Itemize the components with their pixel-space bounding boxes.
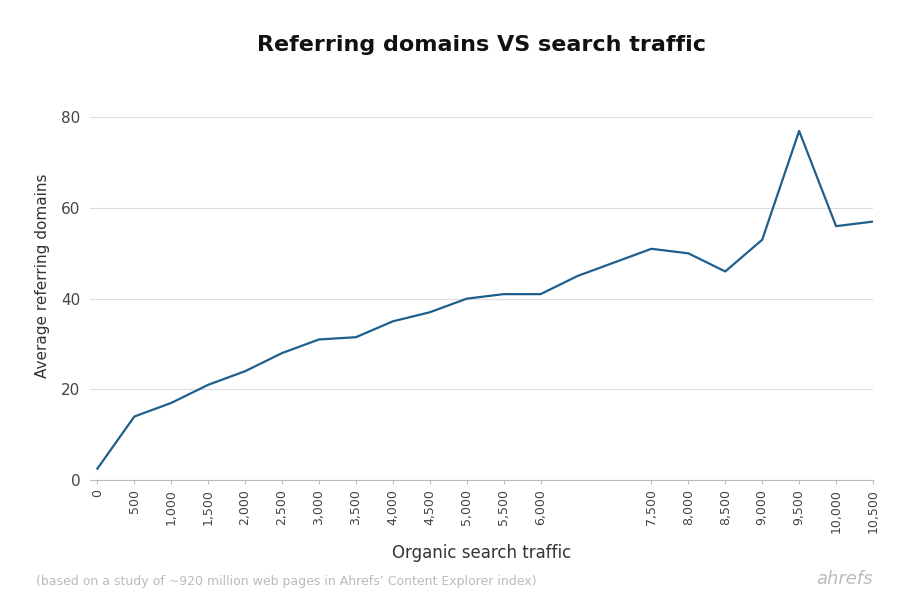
Text: (based on a study of ~920 million web pages in Ahrefs’ Content Explorer index): (based on a study of ~920 million web pa… xyxy=(36,575,536,588)
Title: Referring domains VS search traffic: Referring domains VS search traffic xyxy=(257,35,706,55)
Text: ahrefs: ahrefs xyxy=(816,570,873,588)
X-axis label: Organic search traffic: Organic search traffic xyxy=(392,544,572,562)
Y-axis label: Average referring domains: Average referring domains xyxy=(35,174,50,378)
